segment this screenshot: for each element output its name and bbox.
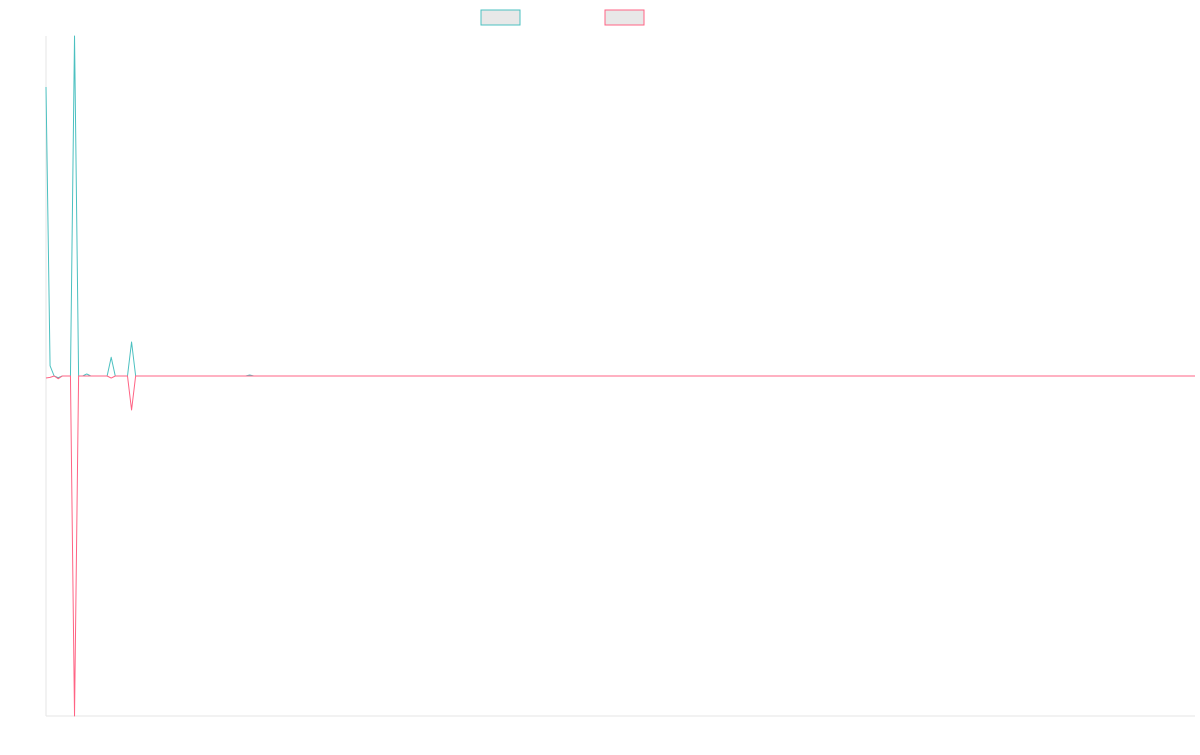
legend <box>480 9 645 26</box>
legend-swatch-series-1[interactable] <box>480 9 521 26</box>
series-line-1 <box>45 35 1175 379</box>
series-line-2 <box>45 375 1195 717</box>
axes <box>45 36 1195 717</box>
series-layer <box>45 35 1195 717</box>
legend-swatch-series-2[interactable] <box>604 9 645 26</box>
